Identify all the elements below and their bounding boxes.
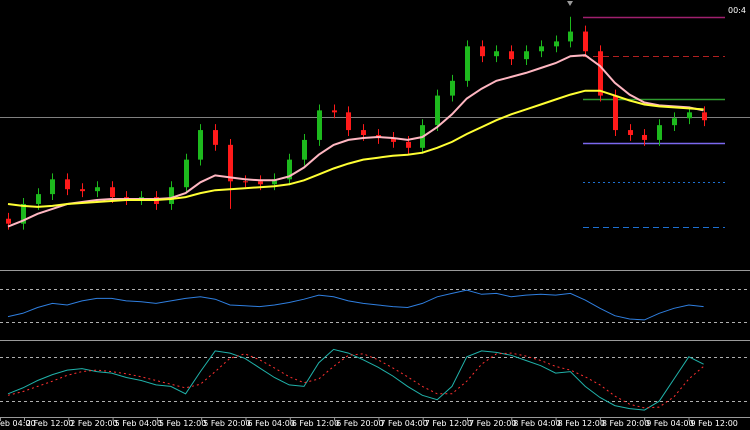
clock-label: 00:4 bbox=[728, 6, 746, 15]
candle-body bbox=[583, 31, 588, 52]
candle-body bbox=[302, 139, 307, 160]
x-tick-label: 2 Feb 20:00 bbox=[70, 419, 117, 428]
candle-body bbox=[613, 95, 618, 131]
candle-body bbox=[169, 187, 174, 204]
x-tick-label: 8 Feb 20:00 bbox=[602, 419, 649, 428]
candle-body bbox=[21, 203, 26, 224]
candle-body bbox=[450, 80, 455, 96]
candle-body bbox=[228, 144, 233, 182]
x-tick-label: 7 Feb 12:00 bbox=[425, 419, 472, 428]
x-tick-label: 6 Feb 12:00 bbox=[292, 419, 339, 428]
candle-body bbox=[6, 218, 11, 224]
x-tick-label: 5 Feb 20:00 bbox=[203, 419, 250, 428]
indicator-line bbox=[7, 348, 704, 411]
x-tick-label: 2 Feb 12:00 bbox=[26, 419, 73, 428]
candle-body bbox=[554, 41, 559, 47]
candle-body bbox=[50, 179, 55, 195]
candle-body bbox=[95, 187, 100, 192]
x-tick-label: 9 Feb 12:00 bbox=[691, 419, 738, 428]
candle-body bbox=[494, 51, 499, 57]
candle-body bbox=[391, 137, 396, 142]
x-tick-label: eb 04:00 bbox=[0, 419, 36, 428]
candle-body bbox=[465, 46, 470, 81]
candle-body bbox=[642, 135, 647, 140]
candle-body bbox=[435, 95, 440, 126]
candle-body bbox=[36, 194, 41, 204]
x-tick-label: 8 Feb 04:00 bbox=[513, 419, 560, 428]
candle-body bbox=[243, 181, 248, 183]
x-tick-label: 7 Feb 04:00 bbox=[380, 419, 427, 428]
candle-body bbox=[598, 51, 603, 96]
candle-body bbox=[361, 130, 366, 135]
candle-body bbox=[287, 159, 292, 180]
x-tick-label: 6 Feb 04:00 bbox=[248, 419, 295, 428]
candle-body bbox=[672, 118, 677, 126]
candle-body bbox=[539, 46, 544, 52]
candle-body bbox=[480, 46, 485, 57]
candle-body bbox=[213, 130, 218, 145]
x-tick-label: 7 Feb 20:00 bbox=[469, 419, 516, 428]
candle-body bbox=[198, 130, 203, 160]
x-tick-label: 5 Feb 12:00 bbox=[159, 419, 206, 428]
candle-body bbox=[80, 189, 85, 192]
candle-body bbox=[702, 112, 707, 121]
candle-body bbox=[657, 125, 662, 140]
candle-body bbox=[317, 110, 322, 140]
candle-body bbox=[406, 141, 411, 148]
candle-body bbox=[346, 112, 351, 131]
indicator-line bbox=[7, 289, 704, 321]
x-tick-label: 6 Feb 20:00 bbox=[336, 419, 383, 428]
candle-body bbox=[509, 51, 514, 60]
candle-body bbox=[568, 31, 573, 42]
candle-body bbox=[628, 130, 633, 135]
x-tick-label: 9 Feb 04:00 bbox=[646, 419, 693, 428]
indicator-line bbox=[7, 352, 704, 409]
candle-body bbox=[687, 112, 692, 119]
candle-body bbox=[184, 159, 189, 188]
period-marker bbox=[567, 1, 573, 6]
x-tick-label: 8 Feb 12:00 bbox=[558, 419, 605, 428]
candle-body bbox=[272, 179, 277, 185]
x-tick-label: 5 Feb 04:00 bbox=[115, 419, 162, 428]
candle-body bbox=[65, 179, 70, 190]
candle-body bbox=[258, 181, 263, 185]
indicator-line bbox=[7, 89, 704, 208]
candle-body bbox=[524, 51, 529, 60]
candle-body bbox=[110, 187, 115, 198]
candle-body bbox=[332, 110, 337, 113]
indicator-line bbox=[7, 54, 704, 228]
